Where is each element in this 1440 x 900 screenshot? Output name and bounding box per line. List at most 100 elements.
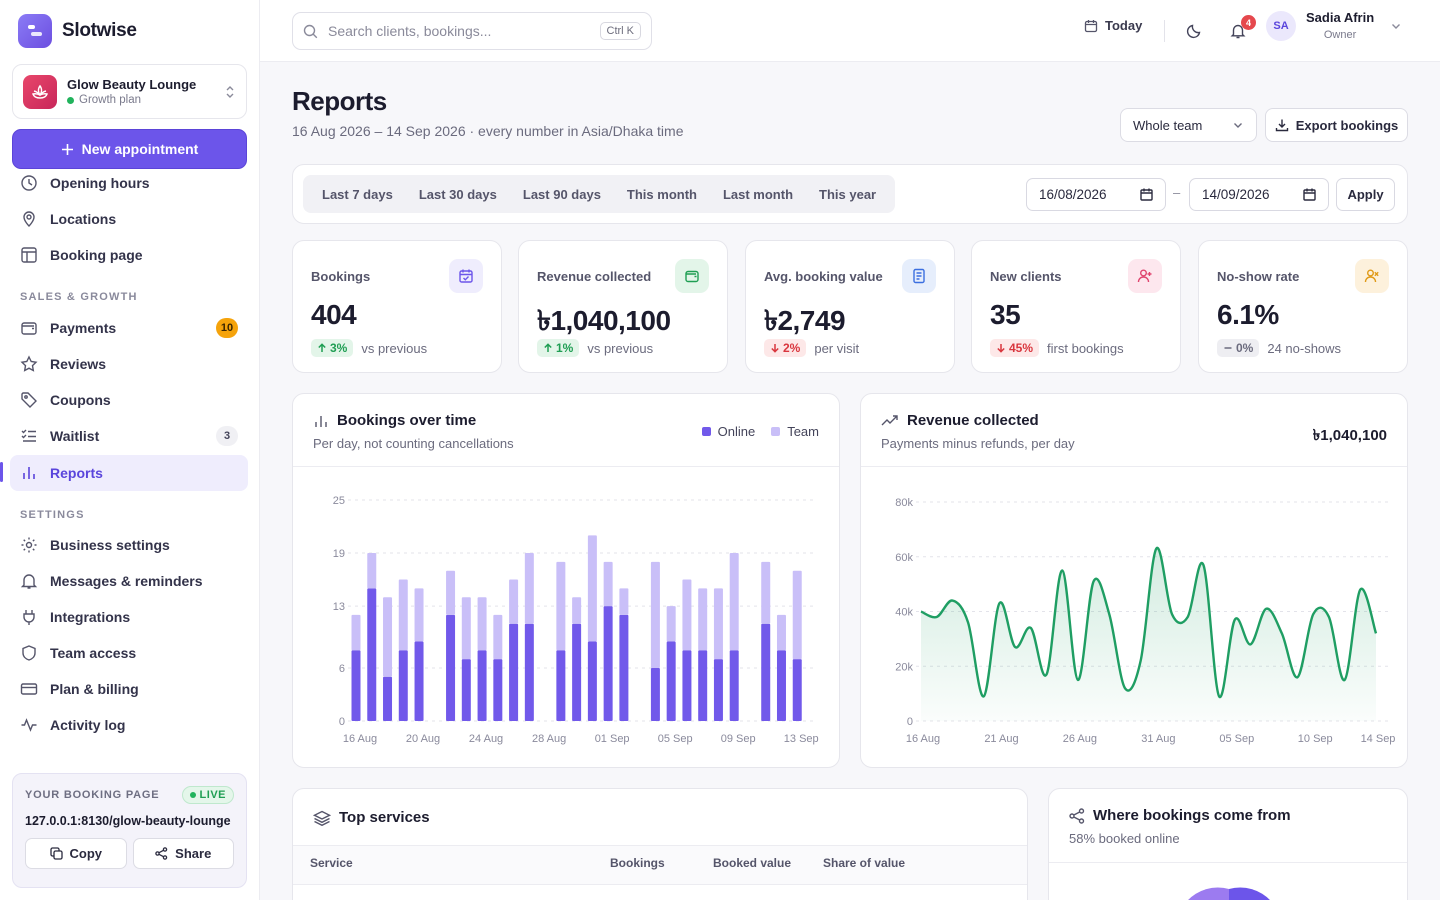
bar-online [713,659,723,721]
preset-last-7-days[interactable]: Last 7 days [322,186,393,202]
x-tick-label: 31 Aug [1141,733,1175,745]
sidebar-item-reports[interactable]: Reports [0,455,248,491]
preset-last-month[interactable]: Last month [722,186,794,202]
new-appointment-button[interactable]: New appointment [12,129,247,169]
sidebar-item-coupons[interactable]: Coupons [10,383,248,417]
kpi-note: per visit [814,340,860,356]
kpi-change: 45% [990,339,1040,357]
sidebar-item-activity-log[interactable]: Activity log [10,708,248,742]
business-name: Glow Beauty Lounge [67,77,197,92]
notifications-bell-icon[interactable]: 4 [1226,15,1256,43]
map-pin-icon [20,210,38,228]
table-header [293,845,1027,885]
sidebar-item-waitlist[interactable]: Waitlist 3 [10,419,248,453]
sidebar-item-label: Waitlist [50,428,100,444]
date-to-value: 14/09/2026 [1202,187,1270,202]
x-tick-label: 09 Sep [721,733,756,745]
share-button[interactable]: Share [132,838,234,869]
sources-donut-chart [1188,887,1270,900]
column-header-share[interactable]: Share of value [823,856,906,870]
sidebar-item-messages[interactable]: Messages & reminders [10,564,248,598]
date-range-dash: – [1173,185,1181,200]
search-box[interactable]: Ctrl K [292,12,652,50]
preset-this-month[interactable]: This month [626,186,697,202]
date-to-input[interactable]: 14/09/2026 [1189,178,1329,211]
sidebar-item-reviews[interactable]: Reviews [10,347,248,381]
wallet-icon [675,259,709,293]
bar-team [682,579,692,651]
x-tick-label: 21 Aug [984,733,1018,745]
kpi-change: 1% [537,339,580,357]
sidebar-item-label: Activity log [50,717,126,733]
kpi-label: No-show rate [1217,269,1300,284]
sidebar-item-integrations[interactable]: Integrations [10,600,248,634]
moon-icon[interactable] [1182,19,1206,43]
search-input[interactable] [328,23,590,39]
legend-swatch [701,427,711,436]
waitlist-badge: 3 [216,426,238,446]
x-tick-label: 24 Aug [469,733,503,745]
shortcut-hint: Ctrl K [599,22,641,40]
copy-button[interactable]: Copy [25,838,127,869]
revenue-chart-subtitle: Payments minus refunds, per day [881,436,1075,451]
calendar-check-icon [449,259,483,293]
apply-button[interactable]: Apply [1336,178,1395,211]
kpi-card-bookings: Bookings 404 3% vs previous [292,240,502,373]
export-bookings-button[interactable]: Export bookings [1265,108,1408,142]
copy-label: Copy [69,846,103,861]
sidebar-item-booking-page[interactable]: Booking page [10,238,248,272]
kpi-card-revenue: Revenue collected ৳1,040,100 1% vs previo… [518,240,728,373]
trending-up-icon [881,413,899,429]
kpi-note: vs previous [587,340,654,356]
dash-icon [1223,343,1233,353]
kpi-value: ৳2,749 [764,305,846,336]
bar-team [729,553,739,651]
arrow-up-icon [317,343,327,353]
top-services-title: Top services [339,809,430,826]
business-switcher[interactable]: Glow Beauty Lounge Growth plan [12,64,247,119]
bar-team [587,535,597,642]
sidebar-item-payments[interactable]: Payments 10 [10,311,248,345]
new-appointment-label: New appointment [81,141,199,157]
sidebar-item-label: Business settings [50,537,170,553]
bar-online [729,650,739,721]
sidebar-item-team-access[interactable]: Team access [10,636,248,670]
sidebar-item-plan-billing[interactable]: Plan & billing [10,672,248,706]
today-button[interactable]: Today [1084,18,1142,33]
bar-online [776,650,786,721]
kpi-value: 404 [311,299,357,330]
column-header-service[interactable]: Service [310,856,353,870]
bar-online [698,650,708,721]
user-menu[interactable]: SA Sadia Afrin Owner [1266,10,1402,41]
bar-online [446,614,456,721]
sidebar-item-label: Reviews [50,356,107,372]
column-header-booked-value[interactable]: Booked value [713,856,792,870]
booking-page-card: YOUR BOOKING PAGE LIVE 127.0.0.1:8130/gl… [12,773,247,888]
sidebar-item-locations[interactable]: Locations [10,202,248,236]
bar-online [477,650,487,721]
chevron-updown-icon [224,85,236,99]
sources-subtitle: 58% booked online [1069,831,1180,846]
date-from-input[interactable]: 16/08/2026 [1026,178,1166,211]
bar-team [776,614,786,651]
bar-team [367,553,377,589]
bar-online [383,676,393,721]
sidebar-item-opening-hours[interactable]: Opening hours [10,166,248,200]
preset-last-90-days[interactable]: Last 90 days [522,186,601,202]
clock-icon [20,174,38,192]
sidebar-item-business-settings[interactable]: Business settings [10,528,248,562]
card-title: Where bookings come from [1069,807,1291,824]
app-name: Slotwise [62,20,137,41]
bar-team [493,614,503,660]
bar-online [524,623,534,721]
booking-page-url[interactable]: 127.0.0.1:8130/glow-beauty-lounge [25,814,231,828]
team-filter-select[interactable]: Whole team [1120,108,1257,142]
kpi-change-value: 3% [330,341,348,355]
bar-team [603,561,613,607]
preset-this-year[interactable]: This year [819,186,877,202]
brand[interactable]: Slotwise [18,14,137,48]
kpi-label: Bookings [311,269,371,284]
column-header-bookings[interactable]: Bookings [610,856,665,870]
preset-last-30-days[interactable]: Last 30 days [418,186,497,202]
divider [1049,862,1407,863]
